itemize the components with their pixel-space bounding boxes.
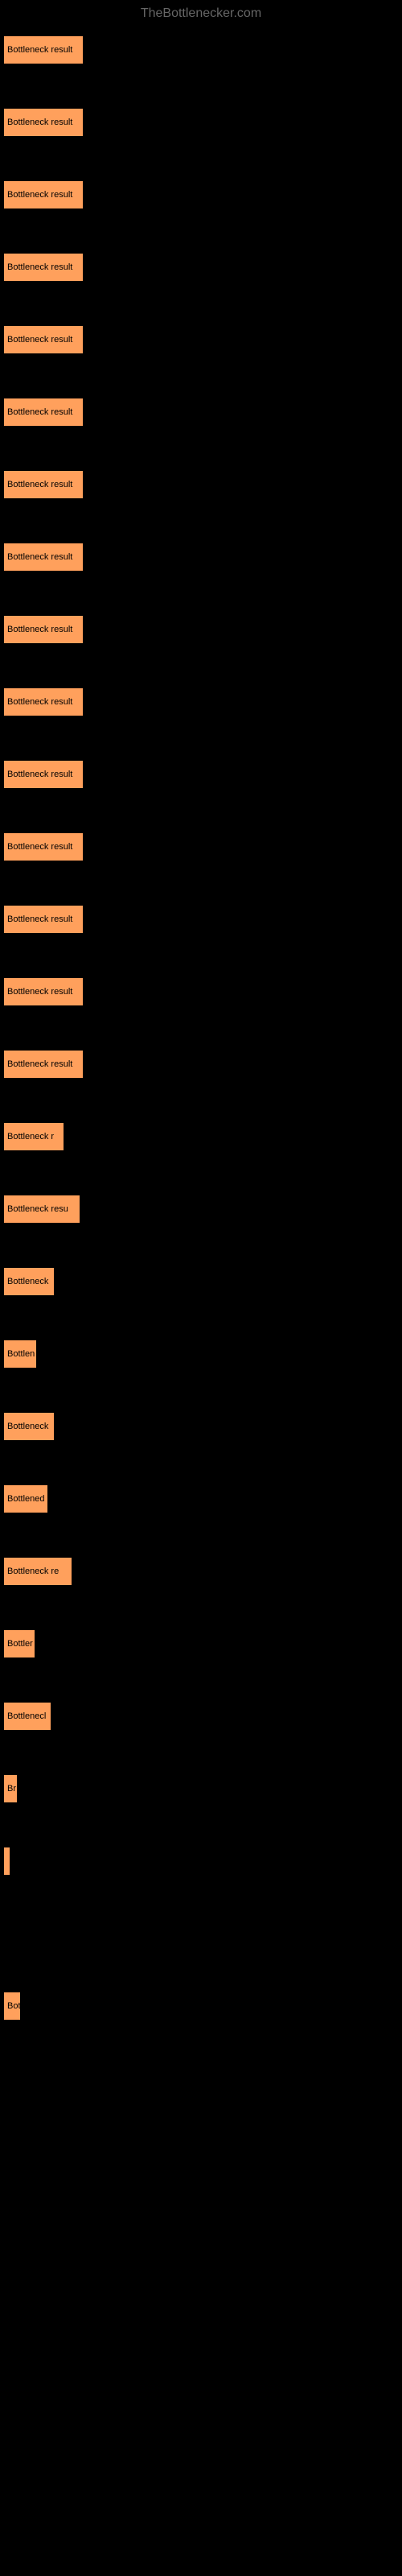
bar-label: Bottleneck result xyxy=(7,914,72,924)
bar-row: Bottleneck result xyxy=(3,543,399,572)
chart-bar: Bottleneck resu xyxy=(3,1195,80,1224)
bar-row: Bottleneck result xyxy=(3,470,399,499)
bar-row: Bottleneck result xyxy=(3,832,399,861)
chart-bar: Bottleneck result xyxy=(3,977,84,1006)
bar-label: Bottleneck result xyxy=(7,1059,72,1069)
chart-bar: Bottleneck xyxy=(3,1412,55,1441)
bar-row: Bottleneck result xyxy=(3,253,399,282)
bar-row: Bottlenecl xyxy=(3,1702,399,1731)
bar-row: Bottleneck result xyxy=(3,325,399,354)
chart-bar: Bottleneck result xyxy=(3,253,84,282)
chart-bar: Bottlen xyxy=(3,1340,37,1368)
bar-row: Bottleneck result xyxy=(3,1050,399,1079)
bar-row: Bottleneck result xyxy=(3,108,399,137)
bar-label: Bottleneck result xyxy=(7,625,72,634)
bar-label: Bottleneck result xyxy=(7,770,72,779)
bar-label: Br xyxy=(7,1784,16,1794)
chart-bar: Bottleneck result xyxy=(3,398,84,427)
bar-row: Bottleneck result xyxy=(3,905,399,934)
bar-label: Bottleneck xyxy=(7,1277,48,1286)
bar-row: Bottleneck result xyxy=(3,760,399,789)
bar-row: Bottleneck result xyxy=(3,180,399,209)
bar-label: Bottleneck result xyxy=(7,697,72,707)
chart-bar: Bottleneck result xyxy=(3,832,84,861)
chart-bar: Bottleneck result xyxy=(3,180,84,209)
bar-row: Bottleneck result xyxy=(3,615,399,644)
chart-bar: Bottleneck result xyxy=(3,543,84,572)
bar-label: Bottleneck r xyxy=(7,1132,54,1141)
bar-label: Bottleneck result xyxy=(7,335,72,345)
bar-label: Bottleneck result xyxy=(7,262,72,272)
chart-bar: Bottleneck result xyxy=(3,108,84,137)
bar-row: Bot xyxy=(3,1992,399,2021)
bar-label: Bottleneck re xyxy=(7,1567,59,1576)
bar-label: Bottleneck result xyxy=(7,190,72,200)
bar-row: Bottleneck result xyxy=(3,398,399,427)
bar-label: Bottleneck result xyxy=(7,842,72,852)
chart-bar: Bottleneck result xyxy=(3,35,84,64)
bar-row: Bottleneck result xyxy=(3,687,399,716)
bar-row: Bottleneck result xyxy=(3,977,399,1006)
bar-row: Bottleneck xyxy=(3,1412,399,1441)
bar-label: Bot xyxy=(7,2001,21,2011)
site-header: TheBottlenecker.com xyxy=(0,0,402,27)
chart-bar: Bottleneck xyxy=(3,1267,55,1296)
bar-label: Bottler xyxy=(7,1639,33,1649)
bar-row: Br xyxy=(3,1774,399,1803)
bar-row: Bottler xyxy=(3,1629,399,1658)
bar-row: Bottlened xyxy=(3,1484,399,1513)
bar-row: Bottlen xyxy=(3,1340,399,1368)
chart-bar: Bottleneck result xyxy=(3,325,84,354)
bar-label: Bottleneck result xyxy=(7,480,72,489)
chart-bar: Bot xyxy=(3,1992,21,2021)
bar-chart: Bottleneck result Bottleneck result Bottle… xyxy=(0,27,402,2072)
bar-row: Bottleneck result xyxy=(3,35,399,64)
chart-bar: Bottleneck result xyxy=(3,687,84,716)
chart-bar: Bottleneck result xyxy=(3,615,84,644)
chart-bar: Bottleneck result xyxy=(3,905,84,934)
bar-row xyxy=(3,1847,399,1876)
bar-label: Bottleneck result xyxy=(7,407,72,417)
chart-bar: Br xyxy=(3,1774,18,1803)
bar-row: Bottleneck resu xyxy=(3,1195,399,1224)
chart-bar: Bottleneck r xyxy=(3,1122,64,1151)
bar-label: Bottlen xyxy=(7,1349,35,1359)
bar-label: Bottlened xyxy=(7,1494,44,1504)
chart-bar: Bottler xyxy=(3,1629,35,1658)
bar-label: Bottlenecl xyxy=(7,1711,46,1721)
bar-row: Bottleneck re xyxy=(3,1557,399,1586)
bar-label: Bottleneck result xyxy=(7,552,72,562)
chart-bar: Bottleneck result xyxy=(3,1050,84,1079)
bar-row: Bottleneck r xyxy=(3,1122,399,1151)
chart-bar: Bottleneck re xyxy=(3,1557,72,1586)
bar-label: Bottleneck result xyxy=(7,45,72,55)
bar-label: Bottleneck xyxy=(7,1422,48,1431)
bar-row: Bottleneck xyxy=(3,1267,399,1296)
chart-bar: Bottlened xyxy=(3,1484,48,1513)
bar-row xyxy=(3,1919,399,1948)
bar-label: Bottleneck resu xyxy=(7,1204,68,1214)
chart-bar xyxy=(3,1847,10,1876)
chart-bar: Bottleneck result xyxy=(3,470,84,499)
chart-bar: Bottleneck result xyxy=(3,760,84,789)
chart-bar: Bottlenecl xyxy=(3,1702,51,1731)
bar-label: Bottleneck result xyxy=(7,118,72,127)
bar-label: Bottleneck result xyxy=(7,987,72,997)
site-title: TheBottlenecker.com xyxy=(141,6,261,20)
